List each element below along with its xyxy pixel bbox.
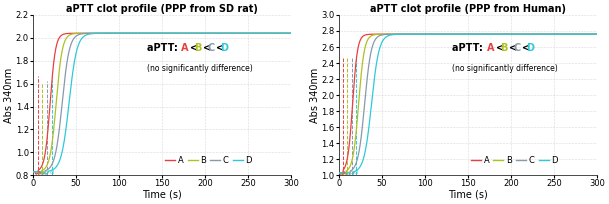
- Text: A: A: [487, 43, 495, 53]
- Y-axis label: Abs 340nm: Abs 340nm: [4, 68, 14, 123]
- Text: (no significantly difference): (no significantly difference): [452, 64, 558, 73]
- Text: a: a: [36, 170, 40, 175]
- X-axis label: Time (s): Time (s): [448, 190, 488, 200]
- Text: d: d: [354, 170, 358, 175]
- Text: <: <: [190, 43, 198, 53]
- Text: C: C: [513, 43, 520, 53]
- Legend: A, B, C, D: A, B, C, D: [162, 152, 255, 168]
- Text: b: b: [345, 170, 348, 175]
- Text: B: B: [194, 43, 202, 53]
- Text: d: d: [50, 170, 54, 175]
- Title: aPTT clot profile (PPP from Human): aPTT clot profile (PPP from Human): [370, 4, 566, 14]
- Legend: A, B, C, D: A, B, C, D: [468, 152, 561, 168]
- Y-axis label: Abs 340nm: Abs 340nm: [310, 68, 320, 123]
- Text: <: <: [216, 43, 224, 53]
- Text: <: <: [509, 43, 517, 53]
- Text: aPTT:: aPTT:: [147, 43, 181, 53]
- Text: b: b: [40, 170, 44, 175]
- Text: aPTT:: aPTT:: [452, 43, 487, 53]
- Text: (no significantly difference): (no significantly difference): [147, 64, 252, 73]
- Title: aPTT clot profile (PPP from SD rat): aPTT clot profile (PPP from SD rat): [66, 4, 258, 14]
- Text: <: <: [496, 43, 504, 53]
- X-axis label: Time (s): Time (s): [142, 190, 182, 200]
- Text: D: D: [220, 43, 228, 53]
- Text: D: D: [526, 43, 534, 53]
- Text: B: B: [500, 43, 507, 53]
- Text: a: a: [341, 170, 345, 175]
- Text: C: C: [207, 43, 214, 53]
- Text: c: c: [45, 170, 49, 175]
- Text: <: <: [203, 43, 211, 53]
- Text: c: c: [350, 170, 353, 175]
- Text: <: <: [521, 43, 530, 53]
- Text: A: A: [181, 43, 189, 53]
